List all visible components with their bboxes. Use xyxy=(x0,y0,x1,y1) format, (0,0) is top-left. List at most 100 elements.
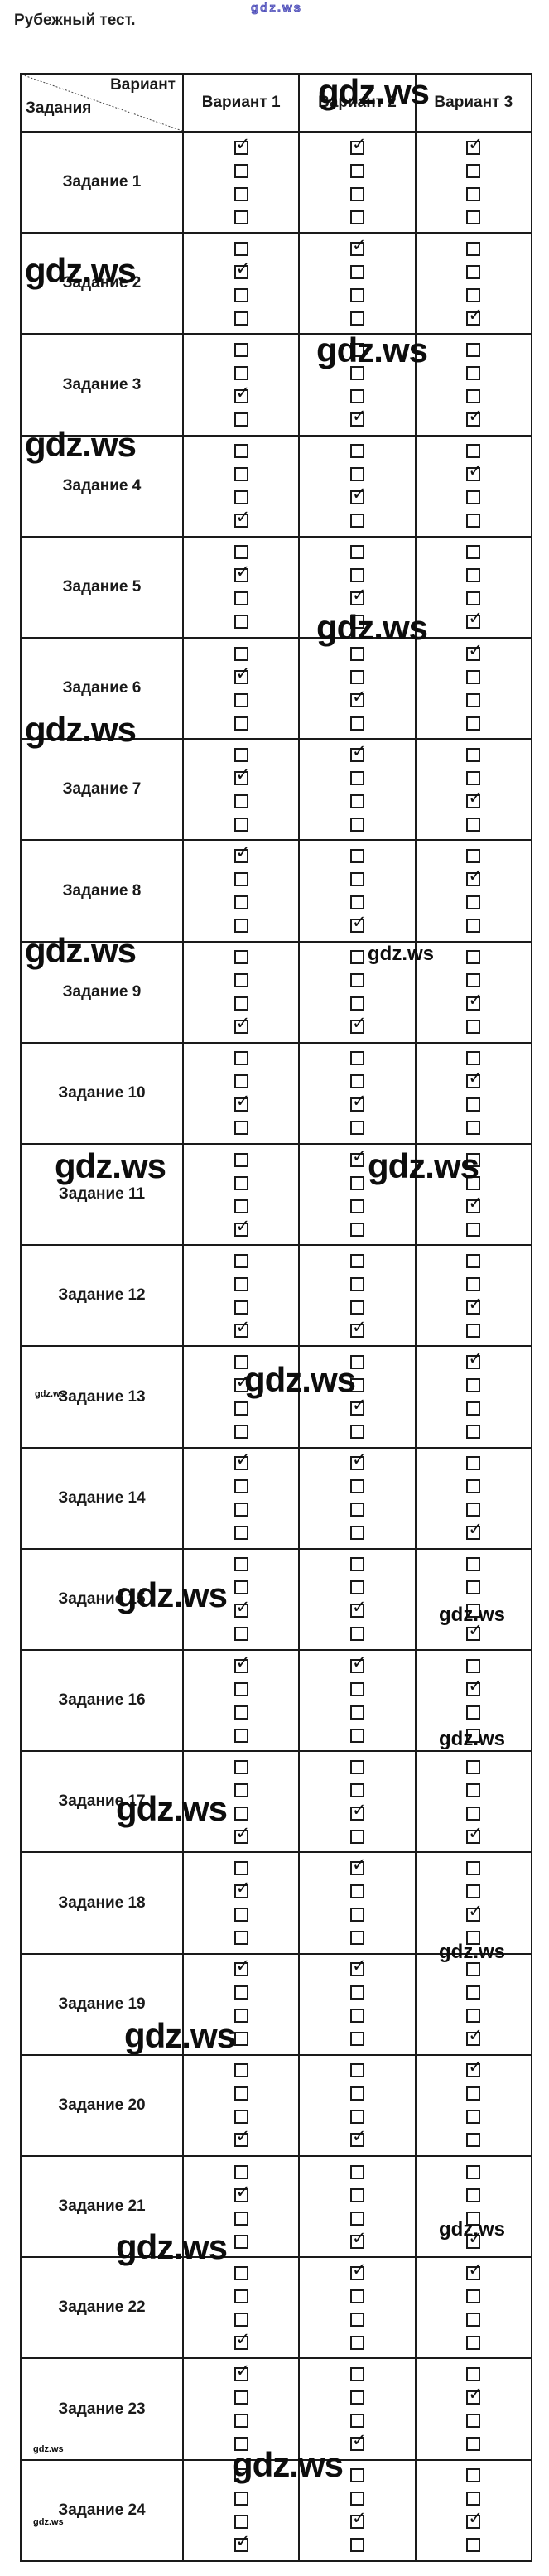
table-row: Задание 10 xyxy=(22,1043,531,1146)
answer-checkbox xyxy=(466,2261,483,2280)
variant-2-answer-cell xyxy=(300,2359,417,2459)
variant-3-answer-cell xyxy=(417,1347,531,1446)
answer-checkbox xyxy=(234,343,248,357)
variant-2-answer-cell xyxy=(300,1246,417,1346)
answer-checkbox xyxy=(466,287,481,302)
answer-checkbox xyxy=(466,366,481,380)
answer-checkbox xyxy=(234,1373,250,1393)
variant-1-answer-cell xyxy=(184,1651,301,1751)
answer-checkbox xyxy=(234,563,250,583)
answer-checkbox xyxy=(466,1222,481,1237)
answer-checkbox xyxy=(234,2289,248,2303)
answer-checkbox xyxy=(349,1015,367,1035)
answer-checkbox xyxy=(466,867,483,887)
answer-checkbox xyxy=(466,2133,481,2148)
answer-checkbox xyxy=(349,545,364,560)
answer-checkbox xyxy=(466,1097,481,1112)
variant-3-answer-cell xyxy=(417,943,531,1042)
answer-checkbox xyxy=(466,1604,481,1618)
answer-checkbox xyxy=(234,1093,250,1112)
answer-checkbox xyxy=(349,1199,364,1213)
answer-checkbox xyxy=(349,914,367,933)
variant-3-answer-cell xyxy=(417,1044,531,1143)
answer-checkbox xyxy=(466,1677,483,1696)
answer-checkbox xyxy=(466,1378,481,1393)
task-label: Задание 12 xyxy=(22,1246,184,1346)
answer-checkbox xyxy=(349,1378,364,1393)
answer-checkbox xyxy=(349,1856,367,1876)
variant-1-answer-cell xyxy=(184,1549,301,1650)
answer-checkbox xyxy=(466,241,481,256)
answer-checkbox xyxy=(234,2312,248,2327)
task-label: Задание 5 xyxy=(22,537,184,638)
answer-checkbox xyxy=(349,1051,364,1066)
table-row: Задание 9 xyxy=(22,942,531,1044)
answer-checkbox xyxy=(466,1962,481,1977)
variant-3-answer-cell xyxy=(417,1651,531,1750)
answer-checkbox xyxy=(234,665,250,684)
answer-checkbox xyxy=(234,186,248,201)
answers-table: Вариант Задания Вариант 1 Вариант 2 Вариан… xyxy=(20,73,532,2562)
task-label: Задание 19 xyxy=(22,1954,184,2054)
answer-checkbox xyxy=(349,444,364,459)
variant-2-answer-cell xyxy=(300,2258,417,2358)
table-row: Задание 3 xyxy=(22,335,531,437)
answer-checkbox xyxy=(466,210,481,224)
answer-checkbox xyxy=(349,237,367,256)
variant-1-answer-cell xyxy=(184,335,301,435)
variant-2-answer-cell xyxy=(300,2460,417,2560)
answer-checkbox xyxy=(234,615,248,630)
answer-checkbox xyxy=(349,1148,367,1167)
variant-2-answer-cell xyxy=(300,942,417,1042)
answer-checkbox xyxy=(234,1451,250,1471)
answer-checkbox xyxy=(349,794,364,808)
task-label: Задание 23 xyxy=(22,2359,184,2459)
answer-checkbox xyxy=(349,2335,364,2350)
answer-checkbox xyxy=(349,1175,364,1190)
answer-checkbox xyxy=(234,412,248,427)
column-header-variant-1: Вариант 1 xyxy=(184,75,301,131)
table-row: Задание 21 xyxy=(22,2157,531,2259)
answer-checkbox xyxy=(466,2230,483,2249)
variant-1-answer-cell xyxy=(184,2258,301,2358)
answer-checkbox xyxy=(349,2289,364,2303)
task-label: Задание 16 xyxy=(22,1651,184,1751)
answer-checkbox xyxy=(349,1276,364,1291)
answer-checkbox xyxy=(349,1908,364,1922)
answer-checkbox xyxy=(349,615,364,630)
variant-1-answer-cell xyxy=(184,1448,301,1548)
answer-checkbox xyxy=(466,2058,483,2078)
answer-checkbox xyxy=(234,1861,248,1876)
answer-checkbox xyxy=(234,136,250,155)
answer-checkbox xyxy=(234,311,248,326)
variant-2-answer-cell xyxy=(300,335,417,435)
variant-3-answer-cell xyxy=(417,639,531,738)
variant-1-answer-cell xyxy=(184,740,301,840)
answer-checkbox xyxy=(349,1829,364,1844)
answer-checkbox xyxy=(234,1503,248,1517)
answer-checkbox xyxy=(234,241,248,256)
answer-checkbox xyxy=(234,490,248,505)
answer-checkbox xyxy=(349,1681,364,1696)
variant-2-answer-cell xyxy=(300,234,417,334)
answer-checkbox xyxy=(349,136,367,155)
answer-checkbox xyxy=(234,1705,248,1720)
table-row: Задание 14 xyxy=(22,1448,531,1550)
answer-checkbox xyxy=(466,2164,481,2179)
answer-checkbox xyxy=(234,1985,248,2000)
variant-2-answer-cell xyxy=(300,1448,417,1548)
variant-1-answer-cell xyxy=(184,2055,301,2156)
answer-checkbox xyxy=(466,692,481,707)
answer-checkbox xyxy=(466,163,481,178)
answer-checkbox xyxy=(466,1884,481,1899)
variant-2-answer-cell xyxy=(300,740,417,840)
answer-checkbox xyxy=(466,1194,483,1213)
table-row: Задание 22 xyxy=(22,2258,531,2360)
answer-checkbox xyxy=(349,1503,364,1517)
answer-checkbox xyxy=(466,2510,483,2530)
answer-checkbox xyxy=(349,1884,364,1899)
answer-checkbox xyxy=(349,1093,367,1112)
answer-checkbox xyxy=(234,1300,248,1315)
answer-checkbox xyxy=(234,2032,248,2047)
variant-1-answer-cell xyxy=(184,639,301,739)
